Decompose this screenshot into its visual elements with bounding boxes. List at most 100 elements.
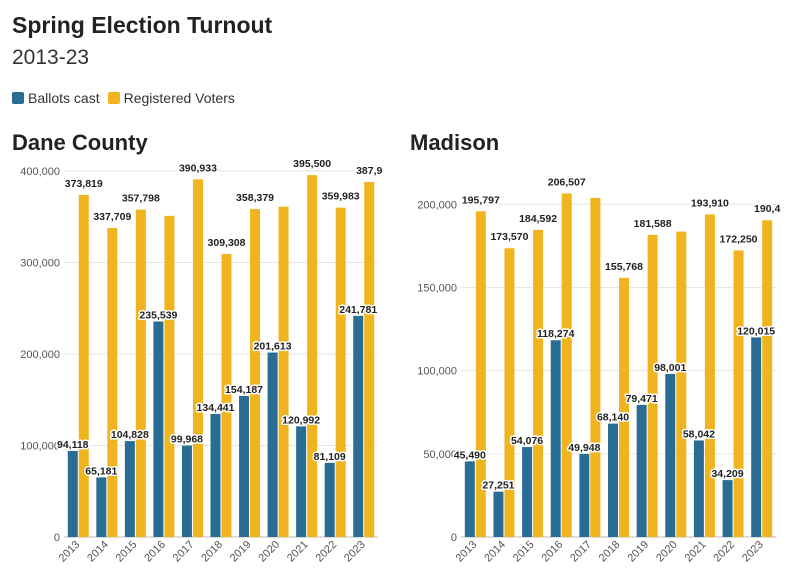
x-tick-label: 2013 bbox=[57, 539, 83, 565]
x-tick-label: 2017 bbox=[568, 539, 594, 565]
bar-ballots-cast[interactable] bbox=[608, 423, 618, 537]
bar-registered-voters[interactable] bbox=[590, 197, 601, 537]
legend-item-registered[interactable]: Registered Voters bbox=[107, 90, 235, 106]
data-label-registered: 172,250 bbox=[720, 233, 758, 245]
data-label-ballots: 201,613 bbox=[254, 341, 292, 353]
data-label-ballots: 120,992 bbox=[282, 414, 320, 426]
bar-registered-voters[interactable] bbox=[619, 277, 629, 537]
bar-registered-voters[interactable] bbox=[762, 220, 773, 537]
x-tick-label: 2018 bbox=[199, 539, 225, 565]
bar-registered-voters[interactable] bbox=[533, 229, 544, 537]
bar-registered-voters[interactable] bbox=[135, 209, 146, 537]
bar-ballots-cast[interactable] bbox=[464, 461, 475, 537]
bar-registered-voters[interactable] bbox=[647, 234, 658, 537]
bar-registered-voters[interactable] bbox=[561, 193, 572, 537]
bar-registered-voters[interactable] bbox=[307, 175, 318, 537]
x-tick-label: 2015 bbox=[511, 539, 537, 565]
bar-ballots-cast[interactable] bbox=[550, 340, 561, 537]
bar-ballots-cast[interactable] bbox=[267, 352, 278, 537]
legend: Ballots cast Registered Voters bbox=[12, 90, 243, 106]
bar-ballots-cast[interactable] bbox=[239, 395, 250, 537]
data-label-registered: 395,500 bbox=[293, 160, 331, 170]
chart-title: Spring Election Turnout bbox=[12, 12, 273, 38]
x-tick-label: 2013 bbox=[454, 539, 480, 565]
data-label-registered: 357,798 bbox=[122, 193, 160, 205]
bar-registered-voters[interactable] bbox=[78, 194, 89, 537]
bar-ballots-cast[interactable] bbox=[722, 480, 733, 537]
data-label-registered: 373,819 bbox=[65, 178, 103, 190]
legend-item-ballots[interactable]: Ballots cast bbox=[12, 90, 100, 106]
bar-registered-voters[interactable] bbox=[278, 206, 289, 537]
x-tick-label: 2023 bbox=[740, 539, 766, 565]
bar-registered-voters[interactable] bbox=[221, 253, 232, 537]
bar-ballots-cast[interactable] bbox=[636, 404, 647, 537]
bar-ballots-cast[interactable] bbox=[181, 445, 192, 537]
data-label-registered: 337,709 bbox=[93, 211, 131, 223]
legend-label-ballots: Ballots cast bbox=[28, 90, 100, 106]
x-tick-label: 2022 bbox=[711, 539, 737, 565]
data-label-ballots: 134,441 bbox=[197, 402, 235, 414]
bar-registered-voters[interactable] bbox=[733, 250, 744, 537]
y-tick-label: 300,000 bbox=[20, 258, 60, 270]
dane-county-chart: 0 100,000 200,000 300,000 400,000 373,819 94,1… bbox=[20, 160, 384, 565]
x-tick-label: 2023 bbox=[342, 539, 368, 565]
bar-ballots-cast[interactable] bbox=[124, 441, 135, 537]
data-label-registered: 390,933 bbox=[179, 162, 217, 174]
x-tick-label: 2021 bbox=[285, 539, 311, 565]
data-label-registered: 181,588 bbox=[634, 218, 672, 230]
bar-ballots-cast[interactable] bbox=[522, 447, 533, 537]
bar-registered-voters[interactable] bbox=[676, 231, 687, 537]
bar-ballots-cast[interactable] bbox=[493, 491, 504, 537]
bar-ballots-cast[interactable] bbox=[665, 373, 676, 537]
madison-chart: 0 50,000 100,000 150,000 200,000 195,797 45,49… bbox=[417, 175, 782, 565]
data-label-ballots: 79,471 bbox=[626, 393, 658, 405]
bar-registered-voters[interactable] bbox=[250, 209, 261, 537]
bar-ballots-cast[interactable] bbox=[353, 315, 364, 537]
bar-ballots-cast[interactable] bbox=[579, 453, 590, 537]
x-tick-label: 2022 bbox=[314, 539, 340, 565]
data-label-ballots: 118,274 bbox=[537, 328, 575, 340]
y-tick-label: 200,000 bbox=[20, 349, 60, 361]
data-label-registered: 359,983 bbox=[322, 191, 360, 203]
bar-ballots-cast[interactable] bbox=[153, 321, 164, 537]
bar-ballots-cast[interactable] bbox=[296, 426, 307, 537]
y-tick-label: 0 bbox=[451, 532, 457, 544]
y-tick-label: 400,000 bbox=[20, 166, 60, 178]
bar-registered-voters[interactable] bbox=[704, 214, 715, 537]
bar-registered-voters[interactable] bbox=[475, 211, 486, 537]
data-label-ballots: 49,948 bbox=[568, 442, 600, 454]
x-tick-label: 2016 bbox=[540, 539, 566, 565]
data-label-ballots: 235,539 bbox=[139, 309, 177, 321]
x-tick-label: 2020 bbox=[654, 539, 680, 565]
data-label-ballots: 27,251 bbox=[482, 480, 514, 492]
data-label-ballots: 45,490 bbox=[454, 449, 486, 461]
bar-ballots-cast[interactable] bbox=[693, 440, 704, 537]
data-label-registered: 309,308 bbox=[208, 237, 246, 249]
data-label-registered: 195,797 bbox=[462, 194, 500, 206]
panel-title-dane-county: Dane County bbox=[12, 130, 148, 155]
y-tick-label: 100,000 bbox=[20, 441, 60, 453]
bar-registered-voters[interactable] bbox=[504, 248, 515, 537]
bar-ballots-cast[interactable] bbox=[210, 413, 221, 537]
x-tick-label: 2018 bbox=[597, 539, 623, 565]
data-label-ballots: 104,828 bbox=[111, 429, 149, 441]
bar-ballots-cast[interactable] bbox=[324, 462, 335, 537]
chart-subtitle: 2013-23 bbox=[12, 46, 90, 69]
x-tick-label: 2016 bbox=[142, 539, 168, 565]
bar-registered-voters[interactable] bbox=[335, 207, 346, 538]
bar-ballots-cast[interactable] bbox=[96, 477, 107, 537]
bar-ballots-cast[interactable] bbox=[751, 337, 762, 537]
bar-registered-voters[interactable] bbox=[364, 182, 375, 537]
data-label-ballots: 98,001 bbox=[654, 362, 686, 374]
bar-ballots-cast[interactable] bbox=[67, 450, 78, 537]
bar-registered-voters[interactable] bbox=[192, 179, 203, 537]
data-label-ballots: 81,109 bbox=[314, 451, 346, 463]
x-tick-label: 2021 bbox=[683, 539, 709, 565]
bar-registered-voters[interactable] bbox=[164, 215, 175, 537]
data-label-registered: 173,570 bbox=[490, 231, 528, 243]
x-tick-label: 2019 bbox=[228, 539, 254, 565]
data-label-registered: 387,9 bbox=[356, 165, 382, 177]
bar-registered-voters[interactable] bbox=[107, 227, 118, 537]
legend-swatch-ballots bbox=[12, 92, 24, 104]
data-label-ballots: 65,181 bbox=[85, 465, 117, 477]
